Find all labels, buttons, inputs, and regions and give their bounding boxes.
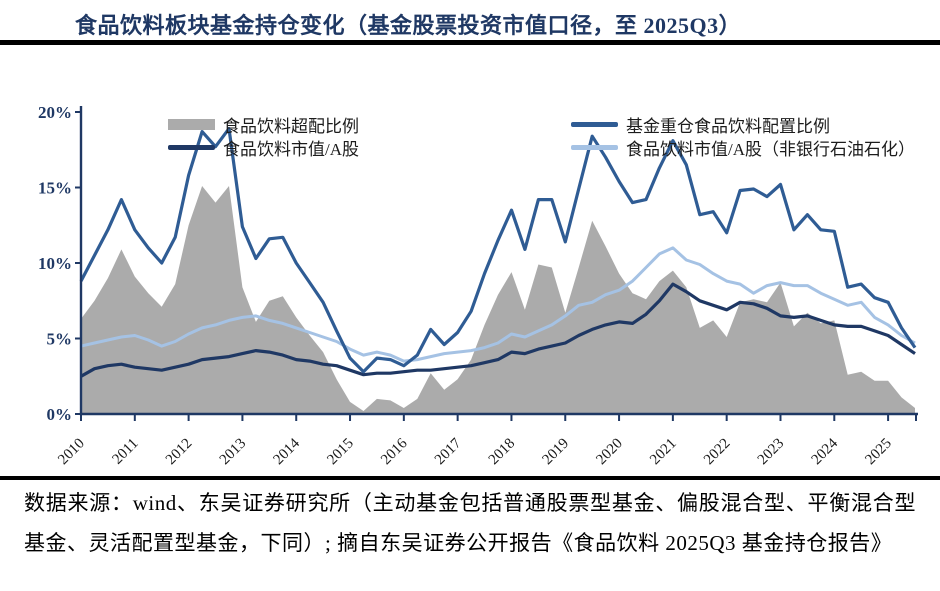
legend-label: 基金重仓食品饮料配置比例	[626, 117, 830, 136]
x-tick-label: 2016	[378, 435, 411, 468]
x-tick-label: 2019	[540, 436, 573, 469]
x-tick-label: 2022	[701, 436, 734, 469]
overweight-area-swatch-icon	[168, 119, 215, 130]
legend-label: 食品饮料市值/A股	[223, 140, 359, 159]
x-tick-label: 2020	[593, 436, 626, 469]
x-tick-label: 2013	[217, 436, 250, 469]
x-tick-label: 2018	[486, 436, 519, 469]
legend-label: 食品饮料市值/A股（非银行石油石化）	[626, 140, 915, 159]
title-divider	[0, 40, 940, 45]
legend-item-mktcap-a-share: 食品饮料市值/A股	[168, 135, 359, 160]
x-tick-label: 2010	[55, 436, 88, 469]
x-tick-label: 2021	[647, 436, 680, 469]
x-tick-label: 2025	[862, 436, 895, 469]
mktcap-a-share-swatch-icon	[168, 145, 215, 150]
x-tick-label: 2014	[271, 435, 304, 468]
legend-label: 食品饮料超配比例	[223, 117, 359, 136]
legend-item-overweight-area: 食品饮料超配比例	[168, 112, 359, 137]
y-tick-label: 0%	[47, 405, 73, 424]
chart-title: 食品饮料板块基金持仓变化（基金股票投资市值口径，至 2025Q3）	[75, 13, 742, 38]
y-tick-label: 20%	[38, 103, 72, 122]
fund-heavy-allocation-swatch-icon	[571, 122, 618, 127]
x-tick-label: 2023	[755, 436, 788, 469]
x-tick-label: 2011	[109, 436, 141, 468]
series-mktcap-ex-banks-oil	[80, 246, 916, 363]
chart-legend: 食品饮料超配比例 食品饮料市值/A股 基金重仓食品饮料配置比例 食品饮料市值/A…	[0, 52, 940, 159]
x-tick-label: 2017	[432, 435, 465, 468]
source-note: 数据来源：wind、东吴证券研究所（主动基金包括普通股票型基金、偏股混合型、平衡…	[24, 491, 916, 555]
mktcap-ex-banks-oil-swatch-icon	[571, 145, 618, 150]
series-fund-heavy-allocation	[79, 127, 917, 374]
y-tick-label: 10%	[38, 254, 72, 273]
source-divider	[0, 476, 940, 480]
legend-item-mktcap-ex-banks-oil: 食品饮料市值/A股（非银行石油石化）	[571, 135, 915, 160]
y-tick-label: 5%	[47, 330, 73, 349]
x-tick-label: 2024	[809, 435, 842, 468]
chart-area: 0% 5% 10% 15% 20% 2010 2011 2012 2013 2014 2015 201…	[38, 103, 918, 469]
legend-item-fund-heavy-allocation: 基金重仓食品饮料配置比例	[571, 112, 830, 137]
series-mktcap-a-share	[80, 282, 916, 378]
y-tick-label: 15%	[38, 179, 72, 198]
x-tick-label: 2015	[324, 436, 357, 469]
x-tick-label: 2012	[163, 436, 196, 469]
holdings-chart-canvas: 0% 5% 10% 15% 20% 2010 2011 2012 2013 2014 2015 201…	[38, 103, 918, 469]
